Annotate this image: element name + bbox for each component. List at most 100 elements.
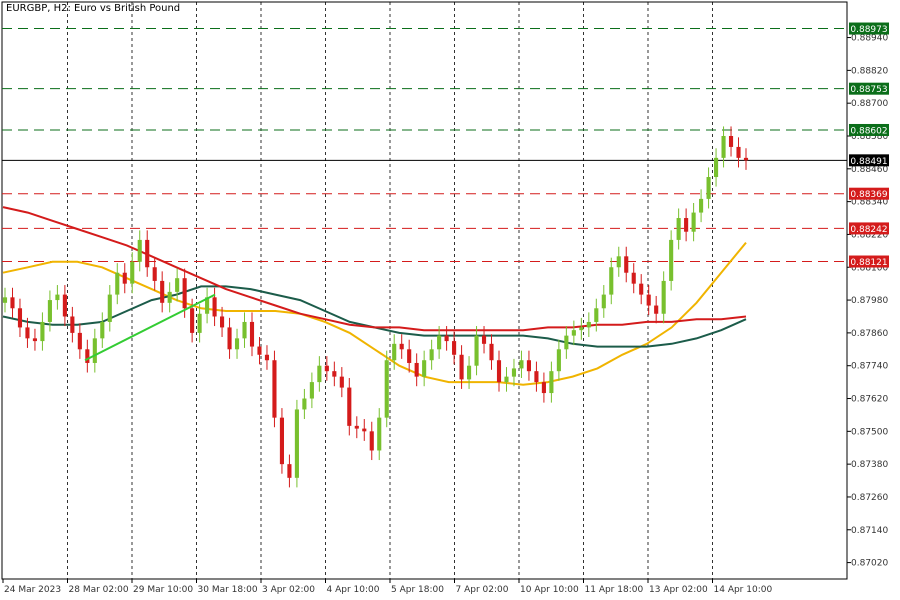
x-tick-label: 28 Mar 02:00 (69, 585, 129, 595)
support-level-tag (849, 255, 889, 268)
bull-candle (242, 321, 247, 339)
bear-candle (145, 239, 150, 268)
bull-candle (609, 267, 614, 295)
bear-candle (534, 371, 539, 383)
trend-line (84, 293, 216, 362)
bull-candle (115, 272, 120, 295)
bear-candle (354, 425, 359, 429)
bear-candle (212, 297, 217, 317)
bull-candle (579, 327, 584, 331)
bull-candle (556, 349, 561, 372)
y-tick-label: 0.87140 (851, 526, 888, 536)
x-tick-label: 29 Mar 10:00 (133, 585, 193, 595)
bear-candle (369, 431, 374, 451)
bear-candle (639, 283, 644, 295)
bull-candle (294, 409, 299, 478)
support-level-label: 0.88369 (850, 190, 887, 200)
bull-candle (549, 371, 554, 394)
resistance-level-label: 0.88973 (850, 25, 887, 35)
bull-candle (167, 291, 172, 303)
bull-candle (384, 360, 389, 418)
bull-candle (175, 278, 180, 292)
bear-candle (736, 146, 741, 158)
bull-candle (2, 297, 8, 303)
bear-candle (541, 382, 546, 394)
bear-candle (152, 267, 157, 281)
x-tick-label: 24 Mar 2023 (4, 585, 61, 595)
bear-candle (190, 308, 195, 333)
bear-candle (414, 362, 419, 377)
bear-candle (220, 316, 225, 328)
bull-candle (197, 313, 202, 333)
bear-candle (728, 135, 734, 147)
support-level-tag (849, 187, 889, 200)
bull-candle (429, 349, 434, 361)
bear-candle (62, 294, 67, 317)
bull-candle (302, 398, 307, 410)
support-level-tag (849, 222, 889, 235)
bull-candle (616, 256, 621, 268)
bull-candle (594, 308, 599, 322)
moving-average-line (2, 285, 747, 348)
y-tick-label: 0.88820 (851, 66, 888, 76)
bear-candle (227, 327, 232, 350)
x-tick-label: 4 Apr 10:00 (327, 585, 380, 595)
bear-candle (444, 335, 449, 342)
x-tick-label: 14 Apr 10:00 (714, 585, 773, 595)
y-tick-label: 0.88340 (851, 198, 888, 208)
x-tick-label: 11 Apr 18:00 (585, 585, 644, 595)
bear-candle (324, 365, 329, 372)
bear-candle (122, 272, 127, 284)
bull-candle (661, 280, 666, 314)
y-tick-label: 0.88100 (851, 263, 888, 273)
bull-candle (699, 198, 704, 213)
current-price-label: 0.88491 (850, 157, 887, 167)
y-tick-label: 0.87380 (851, 460, 888, 470)
bear-candle (257, 346, 262, 355)
bear-candle (10, 297, 15, 309)
bear-candle (17, 308, 23, 328)
bull-candle (40, 321, 45, 342)
bull-candle (474, 335, 479, 366)
bull-candle (377, 417, 382, 451)
chart-title: EURGBP, H2: Euro vs British Pound (6, 3, 181, 14)
bear-candle (407, 349, 412, 363)
bear-candle (489, 343, 494, 361)
bear-candle (70, 316, 75, 333)
bull-candle (205, 297, 210, 314)
y-tick-label: 0.88460 (851, 165, 888, 175)
bull-candle (100, 321, 105, 339)
x-tick-label: 5 Apr 18:00 (391, 585, 444, 595)
y-tick-label: 0.87740 (851, 362, 888, 372)
moving-average-line (2, 241, 747, 386)
current-price-tag (849, 154, 889, 167)
y-tick-label: 0.87980 (851, 296, 888, 306)
bull-candle (504, 376, 509, 383)
bull-candle (137, 239, 142, 262)
y-tick-label: 0.87500 (851, 427, 888, 437)
x-tick-label: 3 Apr 02:00 (262, 585, 315, 595)
bull-candle (571, 330, 576, 336)
support-level-label: 0.88242 (850, 225, 887, 235)
bear-candle (279, 417, 284, 465)
bear-candle (25, 327, 30, 339)
bull-candle (55, 294, 60, 301)
bull-candle (392, 343, 397, 361)
bear-candle (272, 360, 277, 418)
bull-candle (586, 321, 591, 328)
bear-candle (459, 354, 464, 380)
support-level-label: 0.88121 (850, 258, 887, 268)
bear-candle (684, 218, 689, 232)
bull-candle (467, 365, 472, 380)
bull-candle (234, 338, 240, 350)
bull-candle (309, 382, 314, 399)
bear-candle (631, 272, 636, 284)
bear-candle (287, 464, 292, 478)
resistance-level-label: 0.88753 (850, 85, 887, 95)
bull-candle (317, 365, 322, 383)
bull-candle (92, 338, 97, 363)
x-tick-label: 10 Apr 10:00 (520, 585, 579, 595)
bull-candle (691, 212, 696, 232)
bear-candle (77, 332, 82, 350)
